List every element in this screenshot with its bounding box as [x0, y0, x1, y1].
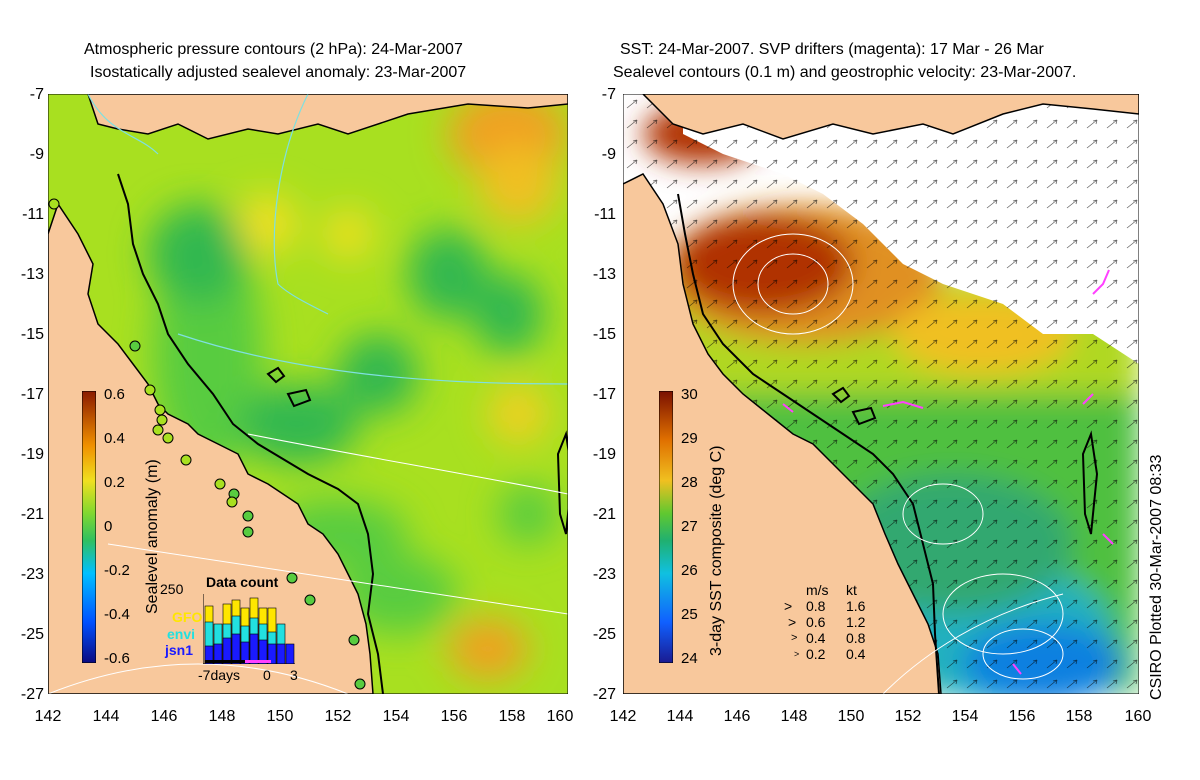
velocity-key-kt-2: 0.8 — [846, 630, 866, 646]
australia-land-right — [623, 173, 942, 694]
right-xtick-2: 146 — [723, 708, 751, 725]
velocity-key-ms-1: 0.6 — [806, 614, 826, 630]
right-ytick-4: -15 — [592, 326, 616, 343]
left-xtick-1: 144 — [92, 708, 120, 725]
right-ytick-5: -17 — [592, 386, 616, 403]
left-ytick-6: -19 — [20, 446, 44, 463]
plot-credit: CSIRO Plotted 30-Mar-2007 08:33 — [1148, 454, 1165, 700]
legend-gfo: GFO — [172, 609, 203, 625]
sla-tick-3: 0 — [104, 518, 113, 535]
velocity-key-header-ms: m/s — [806, 582, 829, 598]
sst-tick-5: 25 — [681, 606, 698, 623]
left-ytick-5: -17 — [20, 386, 44, 403]
left-ytick-8: -23 — [20, 566, 44, 583]
sla-tick-6: -0.6 — [104, 650, 130, 667]
right-title-line2: Sealevel contours (0.1 m) and geostrophi… — [613, 64, 1077, 81]
right-xtick-7: 156 — [1008, 708, 1036, 725]
right-xtick-8: 158 — [1065, 708, 1093, 725]
right-ytick-6: -19 — [592, 446, 616, 463]
left-xtick-4: 150 — [266, 708, 294, 725]
sla-tick-0: 0.6 — [104, 386, 125, 403]
inset-ymax-label: 250 — [160, 581, 184, 597]
velocity-key-arrow-3: > — [794, 649, 800, 659]
velocity-key-ms-0: 0.8 — [806, 598, 826, 614]
left-colorbar — [82, 391, 96, 663]
sst-tick-6: 24 — [681, 650, 698, 667]
png-land-left — [87, 94, 568, 140]
right-ytick-3: -13 — [592, 266, 616, 283]
velocity-key-header-kt: kt — [846, 582, 857, 598]
png-land-right — [641, 94, 1139, 140]
left-ytick-4: -15 — [20, 326, 44, 343]
left-ytick-9: -25 — [20, 626, 44, 643]
right-map-sst — [623, 94, 1139, 694]
left-ytick-1: -9 — [29, 146, 44, 163]
left-xtick-0: 142 — [34, 708, 62, 725]
sst-tick-2: 28 — [681, 474, 698, 491]
sst-tick-0: 30 — [681, 386, 698, 403]
sst-colorbar — [659, 391, 673, 663]
left-xtick-7: 156 — [440, 708, 468, 725]
right-xtick-6: 154 — [951, 708, 979, 725]
inset-x-label-zero: 0 — [263, 667, 271, 683]
left-xtick-3: 148 — [208, 708, 236, 725]
right-ytick-0: -7 — [601, 86, 616, 103]
right-xtick-3: 148 — [780, 708, 808, 725]
velocity-key-kt-0: 1.6 — [846, 598, 866, 614]
left-xtick-2: 146 — [150, 708, 178, 725]
left-xtick-5: 152 — [324, 708, 352, 725]
left-xtick-9: 160 — [546, 708, 574, 725]
left-xtick-8: 158 — [498, 708, 526, 725]
right-ytick-10: -27 — [592, 686, 616, 703]
sla-tick-5: -0.4 — [104, 606, 130, 623]
velocity-key-kt-3: 0.4 — [846, 646, 866, 662]
inset-title: Data count — [206, 574, 279, 590]
right-xtick-1: 144 — [666, 708, 694, 725]
left-title-line1: Atmospheric pressure contours (2 hPa): 2… — [84, 41, 463, 58]
right-ytick-7: -21 — [592, 506, 616, 523]
right-xtick-9: 160 — [1124, 708, 1152, 725]
right-ytick-2: -11 — [594, 206, 616, 223]
sla-tick-2: 0.2 — [104, 474, 125, 491]
velocity-key-arrow-2: > — [791, 632, 798, 644]
right-xtick-5: 152 — [894, 708, 922, 725]
legend-jsn1: jsn1 — [165, 642, 194, 658]
right-ytick-1: -9 — [601, 146, 616, 163]
sla-tick-4: -0.2 — [104, 562, 130, 579]
right-xtick-0: 142 — [609, 708, 637, 725]
sla-tick-1: 0.4 — [104, 430, 125, 447]
inset-x-label-start: -7days — [198, 667, 241, 683]
velocity-key-ms-2: 0.4 — [806, 630, 826, 646]
left-ytick-7: -21 — [20, 506, 44, 523]
velocity-key-arrow-1: > — [788, 614, 797, 630]
tide-gauge-markers — [48, 198, 366, 690]
data-count-histogram — [203, 594, 295, 664]
sst-tick-3: 27 — [681, 518, 698, 535]
left-title-line2: Isostatically adjusted sealevel anomaly:… — [90, 64, 467, 81]
right-title-line1: SST: 24-Mar-2007. SVP drifters (magenta)… — [620, 41, 1044, 58]
left-xtick-6: 154 — [382, 708, 410, 725]
sst-tick-1: 29 — [681, 430, 698, 447]
velocity-key-ms-3: 0.2 — [806, 646, 826, 662]
left-ytick-2: -11 — [22, 206, 44, 223]
right-ytick-8: -23 — [592, 566, 616, 583]
left-ytick-10: -27 — [20, 686, 44, 703]
legend-envi: envi — [167, 626, 196, 642]
velocity-key-arrow-0: > — [784, 598, 793, 614]
sst-tick-4: 26 — [681, 562, 698, 579]
left-map-sealevel — [48, 94, 568, 694]
right-ytick-9: -25 — [592, 626, 616, 643]
right-xtick-4: 150 — [837, 708, 865, 725]
sst-colorbar-label: 3-day SST composite (deg C) — [708, 445, 725, 656]
velocity-key-kt-1: 1.2 — [846, 614, 866, 630]
left-ytick-0: -7 — [29, 86, 44, 103]
left-ytick-3: -13 — [20, 266, 44, 283]
inset-x-label-end: 3 — [290, 667, 298, 683]
